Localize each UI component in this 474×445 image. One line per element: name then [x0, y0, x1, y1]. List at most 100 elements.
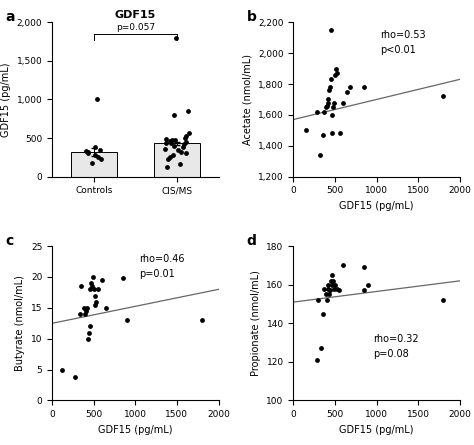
Point	[339, 262, 347, 269]
Point	[172, 34, 179, 41]
Point	[313, 356, 320, 364]
Text: rho=0.53: rho=0.53	[380, 30, 426, 40]
Point	[328, 130, 336, 137]
Point	[331, 281, 339, 288]
Point	[439, 296, 447, 303]
Point	[324, 99, 331, 106]
Point	[328, 111, 336, 118]
Point	[82, 147, 90, 154]
Point	[84, 148, 92, 155]
Point	[170, 111, 178, 118]
Point	[80, 304, 88, 311]
Point	[198, 317, 206, 324]
Point	[88, 159, 95, 166]
Point	[77, 283, 85, 290]
Point	[325, 291, 333, 298]
Point	[94, 286, 102, 293]
Point	[94, 153, 101, 160]
Point	[302, 127, 310, 134]
Point	[327, 277, 335, 284]
Point	[323, 296, 330, 303]
Point	[169, 136, 176, 143]
Point	[162, 139, 170, 146]
Point	[344, 88, 351, 95]
Point	[184, 107, 192, 114]
Point	[84, 150, 92, 157]
Point	[330, 285, 338, 292]
Point	[333, 285, 340, 292]
Point	[91, 292, 99, 299]
Point	[326, 84, 334, 91]
Point	[182, 134, 189, 142]
Point	[166, 138, 174, 145]
Point	[83, 304, 91, 311]
Point	[102, 304, 110, 311]
Point	[90, 286, 98, 293]
Point	[89, 273, 97, 280]
Text: p=0.01: p=0.01	[139, 269, 174, 279]
Point	[91, 151, 99, 158]
Point	[91, 143, 99, 150]
Text: p=0.057: p=0.057	[116, 23, 155, 32]
Point	[84, 335, 91, 342]
Point	[331, 71, 339, 78]
Point	[316, 151, 324, 158]
Point	[328, 271, 336, 279]
Point	[93, 96, 101, 103]
Point	[182, 138, 190, 146]
Point	[171, 142, 178, 150]
Point	[96, 146, 104, 153]
Point	[325, 285, 332, 292]
X-axis label: GDF15 (pg/mL): GDF15 (pg/mL)	[339, 425, 414, 435]
Point	[360, 287, 368, 294]
Point	[167, 140, 174, 147]
Point	[119, 275, 127, 282]
Y-axis label: GDF15 (pg/mL): GDF15 (pg/mL)	[1, 62, 11, 137]
Title: GDF15: GDF15	[115, 10, 156, 20]
Point	[179, 144, 187, 151]
Point	[167, 153, 174, 160]
Point	[319, 310, 326, 317]
Point	[439, 93, 447, 100]
Point	[169, 151, 176, 158]
Point	[164, 163, 171, 170]
Point	[329, 104, 337, 111]
Point	[336, 130, 344, 137]
Point	[91, 301, 99, 308]
Point	[98, 155, 105, 162]
Point	[322, 291, 329, 298]
Point	[164, 155, 172, 162]
Point	[174, 147, 182, 154]
Point	[332, 65, 339, 72]
Y-axis label: Butyrate (nmol/mL): Butyrate (nmol/mL)	[15, 275, 26, 371]
Point	[365, 281, 372, 288]
X-axis label: GDF15 (pg/mL): GDF15 (pg/mL)	[98, 425, 173, 435]
Point	[161, 145, 169, 152]
Text: p=0.08: p=0.08	[373, 349, 409, 359]
Point	[123, 317, 131, 324]
Point	[58, 366, 66, 373]
Point	[182, 133, 190, 140]
Point	[360, 84, 368, 91]
Text: c: c	[6, 234, 14, 248]
Point	[323, 102, 330, 109]
X-axis label: GDF15 (pg/mL): GDF15 (pg/mL)	[339, 201, 414, 211]
Text: b: b	[247, 10, 257, 24]
Point	[317, 345, 325, 352]
Point	[326, 287, 334, 294]
Point	[360, 264, 368, 271]
Point	[177, 148, 185, 155]
Point	[328, 281, 336, 288]
Point	[330, 99, 338, 106]
Point	[322, 104, 329, 111]
Point	[325, 87, 333, 94]
Point	[88, 283, 96, 290]
Point	[346, 84, 354, 91]
Bar	[154, 143, 200, 177]
Point	[72, 373, 79, 380]
Point	[336, 287, 343, 294]
Point	[324, 281, 331, 288]
Point	[182, 150, 190, 157]
Y-axis label: Propionate (nmol/mL): Propionate (nmol/mL)	[251, 271, 261, 376]
Text: a: a	[6, 10, 15, 24]
